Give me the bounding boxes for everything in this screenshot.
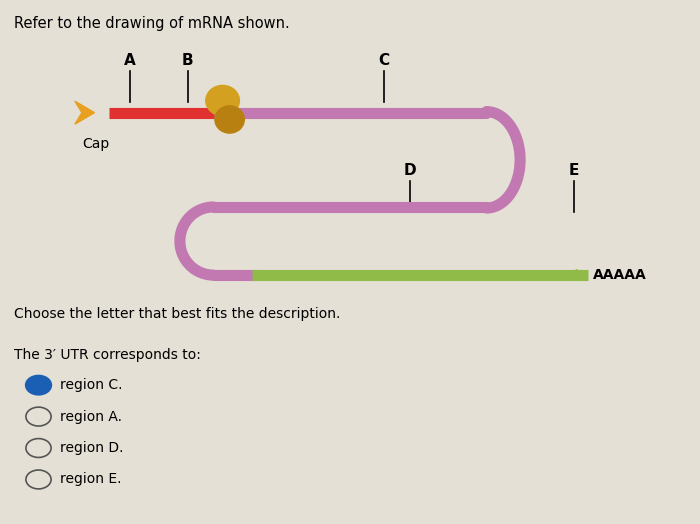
- Circle shape: [26, 470, 51, 489]
- Text: region E.: region E.: [60, 473, 121, 486]
- Text: D: D: [403, 163, 416, 178]
- Text: C: C: [378, 53, 389, 68]
- Ellipse shape: [206, 85, 239, 116]
- Text: AAAAA: AAAAA: [593, 268, 647, 282]
- Text: E: E: [569, 163, 579, 178]
- Text: The 3′ UTR corresponds to:: The 3′ UTR corresponds to:: [14, 348, 201, 363]
- Text: region A.: region A.: [60, 410, 122, 423]
- Text: region C.: region C.: [60, 378, 122, 392]
- Text: Cap: Cap: [83, 137, 110, 151]
- Text: region D.: region D.: [60, 441, 123, 455]
- Ellipse shape: [215, 106, 244, 133]
- Circle shape: [26, 376, 51, 395]
- Polygon shape: [75, 101, 94, 124]
- Text: A: A: [124, 53, 135, 68]
- Text: Refer to the drawing of mRNA shown.: Refer to the drawing of mRNA shown.: [14, 16, 290, 31]
- Text: Choose the letter that best fits the description.: Choose the letter that best fits the des…: [14, 307, 340, 321]
- Circle shape: [26, 439, 51, 457]
- Circle shape: [26, 407, 51, 426]
- Text: B: B: [182, 53, 193, 68]
